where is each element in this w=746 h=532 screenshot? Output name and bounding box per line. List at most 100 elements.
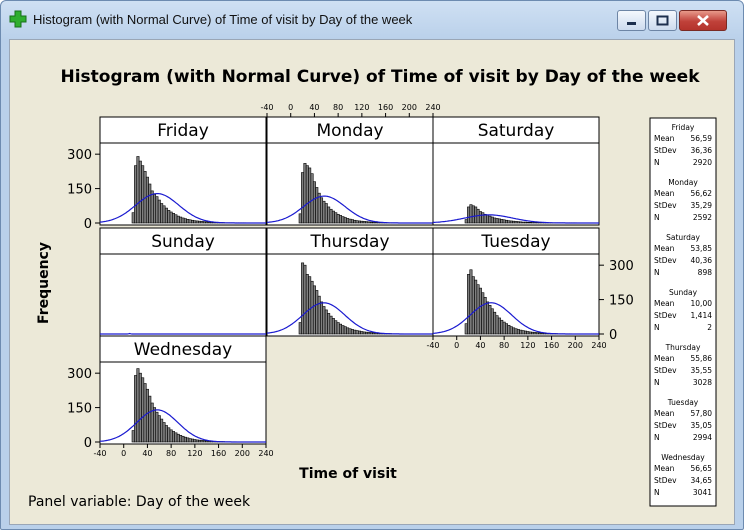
histogram-bar (145, 176, 149, 224)
panel-strip-friday (99, 116, 267, 144)
histogram-bar (471, 205, 475, 224)
x-tick-label: 160 (544, 341, 559, 350)
histogram-bar (183, 436, 187, 443)
histogram-bar (322, 200, 326, 224)
histogram-bar (315, 187, 319, 224)
maximize-button[interactable] (648, 10, 677, 31)
histogram-bar (495, 218, 499, 224)
histogram-bar (181, 435, 185, 443)
chart-area: Histogram (with Normal Curve) of Time of… (9, 39, 735, 525)
panel-title-saturday: Saturday (478, 121, 555, 141)
x-tick-label: 40 (309, 103, 319, 112)
histogram-bar (136, 156, 140, 224)
stats-title-thursday: Thursday (665, 343, 701, 352)
stats-label: StDev (654, 476, 677, 485)
histogram-bar (497, 218, 501, 224)
stats-title-sunday: Sunday (669, 288, 698, 297)
stats-value: 40,36 (691, 256, 713, 265)
x-tick-label: -40 (426, 341, 439, 350)
histogram-bar (346, 327, 350, 335)
histogram-bar (164, 425, 168, 443)
x-tick-label: 0 (454, 341, 459, 350)
histogram-bar (198, 220, 202, 224)
histogram-bar (526, 331, 530, 335)
histogram-bar (138, 372, 142, 443)
histogram-bar (193, 220, 197, 224)
histogram-bar (131, 430, 135, 443)
stats-title-saturday: Saturday (666, 233, 700, 242)
stats-label: StDev (654, 421, 677, 430)
histogram-bar (301, 172, 305, 224)
histogram-bar (483, 213, 487, 224)
x-tick-label: 120 (187, 449, 202, 458)
histogram-bar (357, 330, 361, 335)
histogram-bar (528, 222, 532, 224)
stats-value: 36,36 (691, 146, 713, 155)
histogram-bar (150, 190, 154, 224)
histogram-bar (148, 183, 152, 224)
histogram-bar (202, 221, 206, 224)
histogram-bar (191, 219, 194, 224)
stats-value: 1,414 (691, 311, 713, 320)
histogram-bar (519, 221, 523, 224)
normal-curve-friday (99, 193, 266, 224)
histogram-bar (317, 295, 321, 335)
y-tick-label: 300 (67, 367, 92, 382)
histogram-bar (486, 214, 490, 224)
histogram-bar (153, 194, 157, 224)
histogram-bar (169, 429, 173, 443)
stats-value: 35,05 (691, 421, 713, 430)
histogram-bar (464, 323, 468, 335)
panel-wednesday: Wednesday (99, 335, 267, 445)
x-tick-label: 0 (288, 103, 293, 112)
stats-label: StDev (654, 256, 677, 265)
panel-sunday: Sunday (99, 227, 267, 337)
stats-label: StDev (654, 146, 677, 155)
histogram-bar (162, 422, 166, 443)
stats-label: N (654, 488, 660, 497)
histogram-bar (298, 213, 302, 224)
histogram-bar (134, 165, 138, 224)
x-tick-label: -40 (93, 449, 106, 458)
histogram-bar (469, 269, 473, 335)
histogram-bar (512, 327, 516, 335)
panel-variable-label: Panel variable: Day of the week (28, 494, 251, 510)
x-tick-label: 200 (235, 449, 250, 458)
histogram-bar (369, 221, 373, 224)
x-tick-label: 120 (520, 341, 535, 350)
plus-icon (9, 10, 27, 28)
histogram-bar (497, 317, 501, 335)
histogram-bar (305, 165, 309, 224)
x-tick-label: 240 (425, 103, 440, 112)
histogram-bar (481, 212, 485, 224)
y-tick-label: 150 (67, 183, 92, 198)
histogram-bar (186, 437, 190, 443)
histogram-bar (372, 332, 376, 335)
stats-value: 56,62 (691, 189, 713, 198)
panel-plot-friday (99, 142, 267, 226)
x-tick-label: 120 (354, 103, 369, 112)
histogram-bar (467, 274, 471, 335)
panel-title-friday: Friday (157, 121, 209, 141)
histogram-bar (500, 219, 504, 224)
histogram-bar (471, 276, 475, 335)
histogram-bar (329, 315, 333, 335)
histogram-bar (167, 210, 171, 224)
histogram-bar (514, 328, 518, 335)
y-tick-label: 0 (84, 436, 92, 451)
close-button[interactable] (679, 10, 727, 31)
histogram-bar (526, 222, 530, 224)
histogram-bar (136, 368, 140, 443)
histogram-bar (341, 216, 345, 224)
histogram-bar (153, 407, 157, 443)
minimize-button[interactable] (617, 10, 646, 31)
histogram-bar (320, 197, 324, 224)
title-bar[interactable]: Histogram (with Normal Curve) of Time of… (1, 1, 743, 37)
stats-value: 35,29 (691, 201, 713, 210)
panel-monday: Monday (266, 116, 434, 226)
histogram-bar (350, 219, 354, 224)
histogram-bar (355, 220, 359, 224)
histogram-bar (160, 418, 164, 443)
stats-title-monday: Monday (668, 178, 698, 187)
histogram-bar (305, 274, 309, 335)
